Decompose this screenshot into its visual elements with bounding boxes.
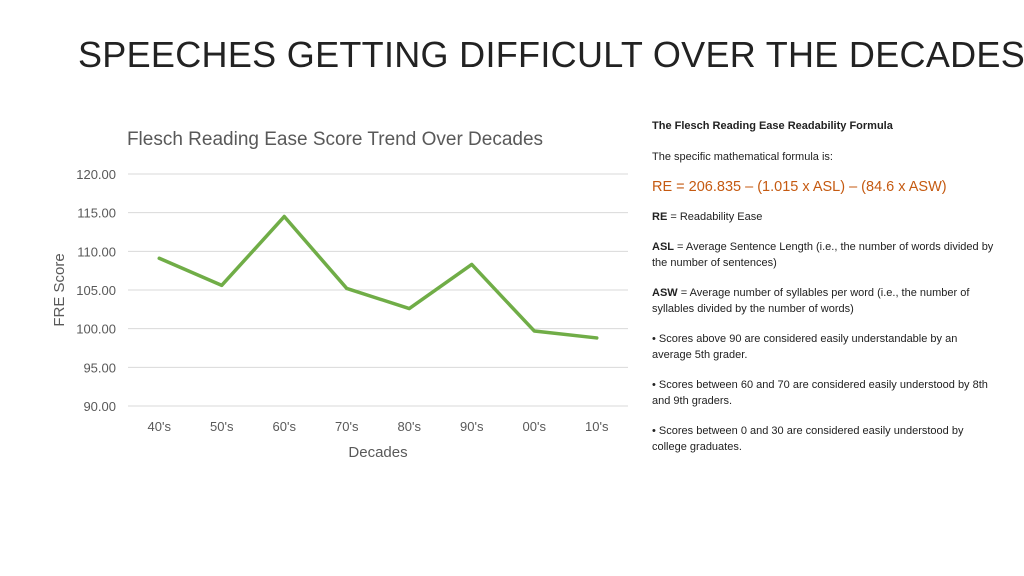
data-point [345, 286, 349, 290]
gridlines [128, 173, 628, 407]
data-point [532, 329, 536, 333]
y-tick-label: 110.00 [77, 244, 116, 259]
data-point [470, 262, 474, 266]
bullet-score-60-70: • Scores between 60 and 70 are considere… [652, 379, 988, 407]
definition-text: = Readability Ease [667, 210, 763, 223]
x-axis-label: Decades [348, 444, 407, 461]
panel-heading: The Flesch Reading Ease Readability Form… [652, 120, 893, 132]
x-tick-label: 10's [585, 419, 609, 434]
x-tick-label: 00's [523, 419, 547, 434]
definition-term: RE [652, 210, 668, 223]
x-tick-label: 50's [210, 419, 234, 434]
y-tick-label: 100.00 [76, 322, 116, 337]
slide-title: SPEECHES GETTING DIFFICULT OVER THE DECA… [78, 34, 1024, 75]
definition-term: ASL [652, 241, 674, 253]
y-tick-label: 95.00 [83, 360, 116, 375]
x-tick-label: 80's [398, 419, 422, 434]
y-tick-label: 115.00 [77, 206, 116, 221]
definition-asl: ASL = Average Sentence Length (i.e., the… [652, 240, 1000, 271]
data-point [220, 283, 224, 287]
panel-intro: The specific mathematical formula is: [652, 150, 833, 163]
x-tick-label: 70's [335, 419, 359, 434]
bullet-score-0-30: • Scores between 0 and 30 are considered… [652, 425, 964, 453]
definition-term: ASW [652, 287, 678, 299]
definition-text: = Average Sentence Length (i.e., the num… [652, 241, 994, 269]
series-layer [157, 214, 599, 340]
data-point [282, 215, 286, 219]
y-axis-label: FRE Score [51, 253, 68, 326]
series-line-fre-score [157, 214, 599, 340]
line-chart: Flesch Reading Ease Score Trend Over Dec… [51, 129, 628, 461]
x-axis-ticks: 40's 50's 60's 70's 80's 90's 00's 10's [148, 419, 609, 434]
bullet-score-above-90: • Scores above 90 are considered easily … [652, 333, 958, 361]
chart-title: Flesch Reading Ease Score Trend Over Dec… [127, 129, 543, 150]
x-tick-label: 60's [273, 419, 297, 434]
data-point [595, 336, 599, 340]
definition-asw: ASW = Average number of syllables per wo… [652, 286, 1000, 317]
y-tick-label: 90.00 [83, 399, 116, 414]
y-tick-label: 120.00 [76, 167, 116, 182]
definition-text: = Average number of syllables per word (… [652, 287, 970, 315]
formula-text: RE = 206.835 – (1.015 x ASL) – (84.6 x A… [652, 179, 947, 195]
definition-re: RE = Readability Ease [652, 210, 1000, 226]
x-tick-label: 40's [148, 419, 172, 434]
y-axis-ticks: 90.00 95.00 100.00 105.00 110.00 115.00 120.00 [76, 167, 116, 414]
data-point [157, 256, 161, 260]
formula-panel: The Flesch Reading Ease Readability Form… [652, 119, 1000, 470]
y-tick-label: 105.00 [76, 283, 116, 298]
x-tick-label: 90's [460, 419, 484, 434]
data-point [407, 307, 411, 311]
